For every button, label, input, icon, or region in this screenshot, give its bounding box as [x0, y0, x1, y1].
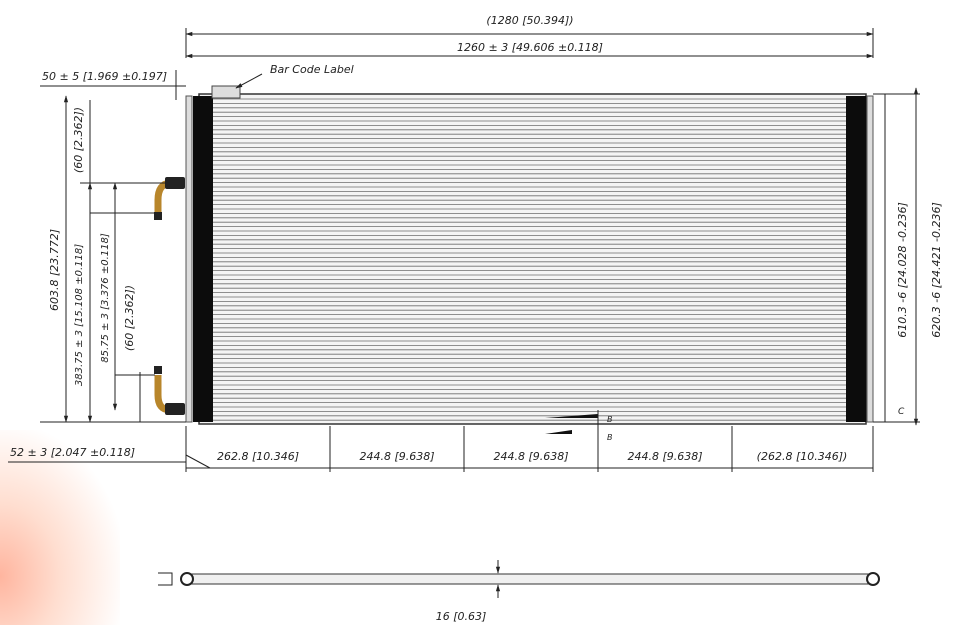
overall-width-label: (1280 [50.394]): [486, 14, 573, 27]
section-b-top: B: [607, 415, 613, 424]
height-inner-label: 610.3 -6 [24.028 -0.236]: [896, 202, 909, 337]
bar-code-label-text: Bar Code Label: [270, 63, 354, 76]
bar-code-label-tag: [211, 85, 241, 99]
outlet-fitting: [165, 403, 185, 415]
right-side-plate: [866, 95, 874, 423]
height-outer-label: 620.3 -6 [24.421 -0.236]: [930, 202, 943, 337]
segment-3-label: 244.8 [9.638]: [493, 450, 568, 463]
core-width-label: 1260 ± 3 [49.606 ±0.118]: [457, 41, 603, 54]
segment-2-label: 244.8 [9.638]: [359, 450, 434, 463]
right-header: [846, 96, 866, 422]
bottom-offset-label: 52 ± 3 [2.047 ±0.118]: [10, 446, 135, 459]
thickness-label: 16 [0.63]: [436, 610, 487, 623]
core-outline: [198, 93, 867, 425]
inlet-fitting: [165, 177, 185, 189]
side-view-body: [185, 573, 874, 585]
pipe-offset-b-label: 85.75 ± 3 [3.376 ±0.118]: [100, 233, 111, 363]
pipe-top-spacing-label: (60 [2.362]): [72, 107, 85, 173]
left-side-plate: [185, 95, 193, 423]
left-header: [193, 96, 213, 422]
segment-4-label: 244.8 [9.638]: [627, 450, 702, 463]
section-b-bottom: B: [607, 433, 613, 442]
pipe-bottom-spacing-label: (60 [2.362]): [123, 285, 136, 351]
segment-5-label: (262.8 [10.346]): [757, 450, 848, 463]
fin-lines: [213, 98, 846, 421]
overall-height-left-label: 603.8 [23.772]: [48, 229, 61, 311]
left-offset-label: 50 ± 5 [1.969 ±0.197]: [42, 70, 167, 83]
segment-1-label: 262.8 [10.346]: [217, 450, 299, 463]
datum-c: C: [898, 407, 905, 417]
pipe-offset-a-label: 383.75 ± 3 [15.108 ±0.118]: [74, 244, 85, 386]
